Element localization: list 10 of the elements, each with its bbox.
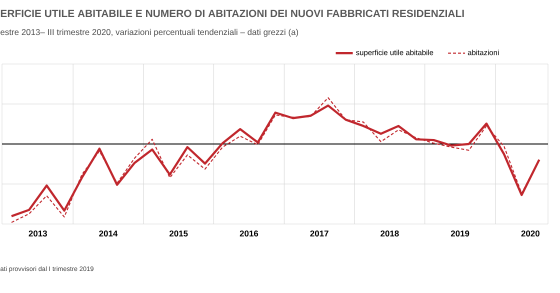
x-tick-label: 2013	[28, 230, 47, 237]
chart-title: ERFICIE UTILE ABITABILE E NUMERO DI ABITAZIONI DEI NUOVI FABBRICATI RESIDENZIALI	[0, 10, 464, 18]
x-tick-label: 2017	[310, 230, 328, 236]
chart-subtitle: estre 2013– III trimestre 2020, variazioni percentuali tendenziali – dati grezzi (a)	[0, 28, 298, 37]
x-tick-label: 2016	[240, 230, 258, 236]
x-tick-label: 2018	[380, 230, 399, 236]
x-tick-label: 2014	[99, 230, 118, 236]
x-tick-label: 2020	[521, 230, 540, 236]
x-tick-label: 2015	[169, 230, 188, 236]
x-tick-label: 2019	[450, 230, 470, 236]
